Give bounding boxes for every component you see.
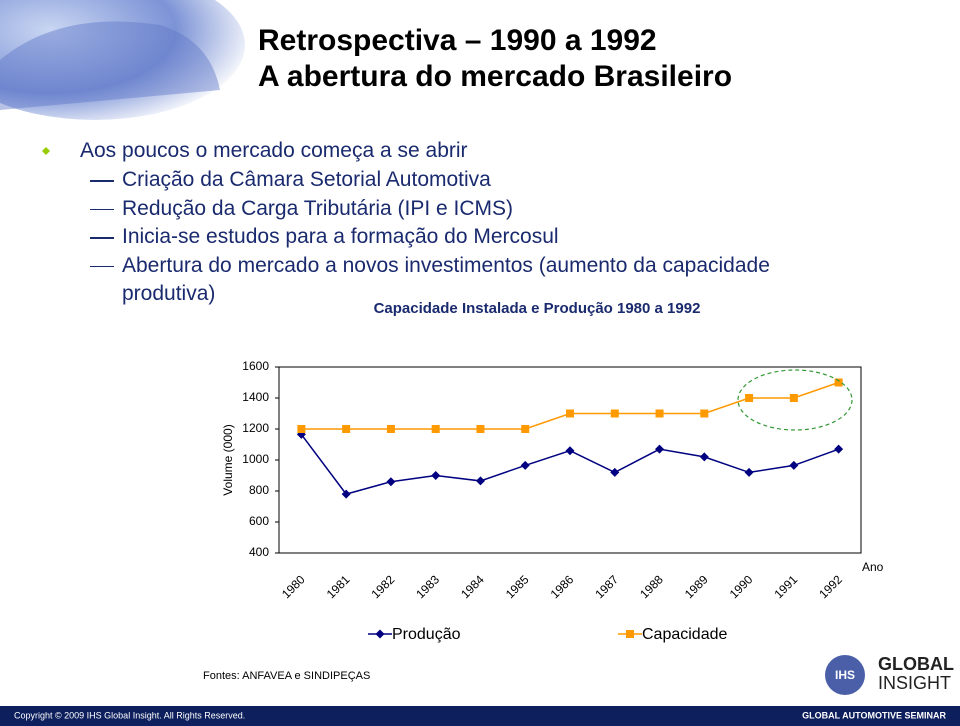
x-tick-label: 1985: [503, 572, 532, 601]
series-line: [301, 381, 839, 430]
point: [655, 409, 664, 418]
legend-marker: [626, 630, 634, 638]
bullet-sub: Criação da Câmara Setorial Automotiva: [122, 168, 491, 191]
y-tick-label: 600: [249, 514, 269, 528]
point: [342, 425, 351, 433]
point: [475, 476, 485, 486]
bullet-marker: [42, 147, 50, 155]
y-tick-label: 1400: [242, 390, 269, 404]
chart-title: Capacidade Instalada e Produção 1980 a 1…: [374, 300, 701, 317]
x-tick-label: 1988: [637, 572, 666, 601]
point: [476, 425, 485, 433]
point: [431, 471, 441, 480]
logo-line-2: INSIGHT: [878, 673, 951, 693]
point: [565, 446, 575, 456]
y-tick-label: 1000: [242, 452, 269, 466]
header-car-shape: [0, 21, 220, 110]
y-tick-label: 400: [249, 545, 269, 559]
bullet-dash: [90, 208, 114, 210]
point: [521, 425, 530, 433]
legend-label: Capacidade: [642, 626, 728, 643]
bullet-sub: Abertura do mercado a novos investimento…: [122, 253, 770, 305]
point: [520, 460, 530, 470]
point: [834, 378, 843, 387]
point: [789, 394, 798, 402]
logo-mark: IHS: [835, 668, 855, 682]
point: [789, 460, 799, 470]
y-tick-label: 1200: [242, 421, 269, 435]
x-tick-label: 1992: [816, 572, 845, 601]
point: [386, 425, 395, 433]
point: [744, 467, 754, 477]
x-tick-label: 1984: [458, 572, 487, 601]
y-tick-label: 800: [249, 483, 269, 497]
point: [745, 394, 754, 402]
bullet-dash: [90, 265, 114, 267]
x-tick-label: 1982: [369, 572, 398, 601]
x-tick-label: 1981: [324, 572, 353, 601]
point: [341, 489, 351, 499]
bullet-dash: [90, 180, 114, 182]
title-line-1: Retrospectiva – 1990 a 1992: [258, 24, 657, 57]
bullet-dash: [90, 237, 114, 239]
x-tick-label: 1986: [548, 572, 577, 601]
x-tick-label: 1983: [413, 572, 442, 601]
legend-label: Produção: [392, 626, 461, 643]
footer-copyright: Copyright © 2009 IHS Global Insight. All…: [14, 710, 245, 720]
legend-marker: [375, 629, 385, 639]
logo-line-1: GLOBAL: [878, 654, 954, 674]
logo-circle: [825, 655, 865, 695]
header-car-image: [0, 0, 245, 120]
point: [610, 409, 619, 418]
highlight-ellipse: [737, 369, 853, 431]
plot-area: [278, 366, 862, 554]
point: [834, 444, 844, 454]
x-tick-label: 1980: [279, 572, 308, 601]
bullet-sub: Redução da Carga Tributária (IPI e ICMS): [122, 196, 514, 220]
point: [610, 467, 620, 477]
title-line-2: A abertura do mercado Brasileiro: [258, 60, 732, 93]
footer-event: GLOBAL AUTOMOTIVE SEMINAR: [802, 710, 946, 720]
point: [655, 444, 665, 454]
point: [386, 477, 396, 487]
bullet-main: Aos poucos o mercado começa a se abrir: [80, 139, 468, 162]
source: Fontes: ANFAVEA e SINDIPEÇAS: [203, 670, 370, 682]
point: [700, 409, 709, 418]
footer-bar: [0, 706, 960, 726]
y-tick-label: 1600: [242, 359, 269, 373]
x-tick-label: 1987: [592, 572, 621, 601]
point: [566, 409, 574, 418]
point: [699, 452, 709, 462]
bullet-sub: Inicia-se estudos para a formação do Mer…: [122, 225, 559, 248]
series-line: [300, 433, 839, 495]
x-axis-title: Ano: [862, 560, 884, 574]
x-tick-label: 1990: [727, 572, 756, 601]
x-tick-label: 1989: [682, 572, 711, 601]
point: [297, 425, 306, 433]
y-axis-title: Volume (000): [221, 424, 235, 495]
point: [431, 425, 440, 433]
x-tick-label: 1991: [771, 572, 800, 601]
